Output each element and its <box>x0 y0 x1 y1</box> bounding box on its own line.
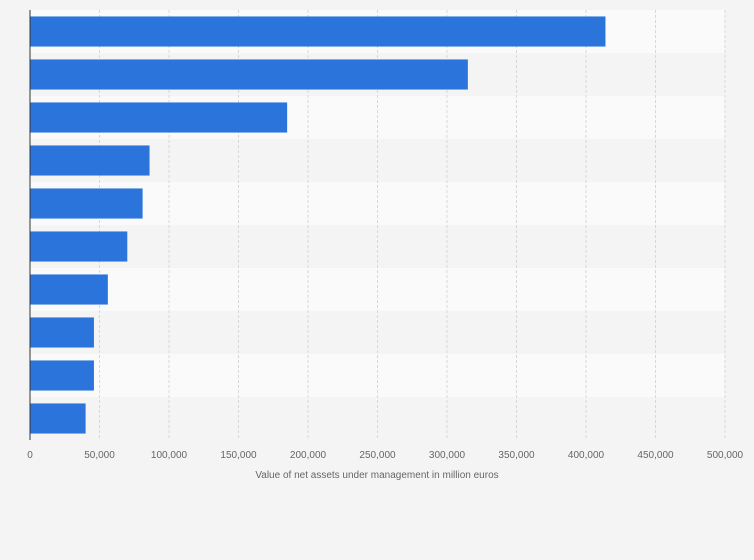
x-tick-label: 400,000 <box>568 450 605 461</box>
x-tick-label: 250,000 <box>359 450 396 461</box>
bar <box>30 16 606 47</box>
x-tick-label: 50,000 <box>84 450 115 461</box>
x-tick-label: 450,000 <box>637 450 674 461</box>
bar <box>30 145 150 176</box>
x-tick-label: 200,000 <box>290 450 327 461</box>
bar <box>30 317 94 348</box>
bar <box>30 360 94 391</box>
x-tick-label: 0 <box>27 450 33 461</box>
row-band <box>30 397 725 440</box>
x-axis-title: Value of net assets under management in … <box>255 470 498 481</box>
x-tick-label: 150,000 <box>220 450 257 461</box>
x-tick-label: 350,000 <box>498 450 535 461</box>
x-tick-label: 300,000 <box>429 450 466 461</box>
bar <box>30 188 143 219</box>
bars <box>30 16 606 434</box>
bar <box>30 102 288 133</box>
x-tick-label: 500,000 <box>707 450 744 461</box>
x-tick-labels: 0 50,000 100,000 150,000 200,000 250,000 300,0… <box>27 450 743 461</box>
bar <box>30 403 86 434</box>
bar <box>30 274 108 305</box>
x-tick-label: 100,000 <box>151 450 188 461</box>
bar <box>30 231 128 262</box>
bar <box>30 59 468 90</box>
row-band <box>30 268 725 311</box>
